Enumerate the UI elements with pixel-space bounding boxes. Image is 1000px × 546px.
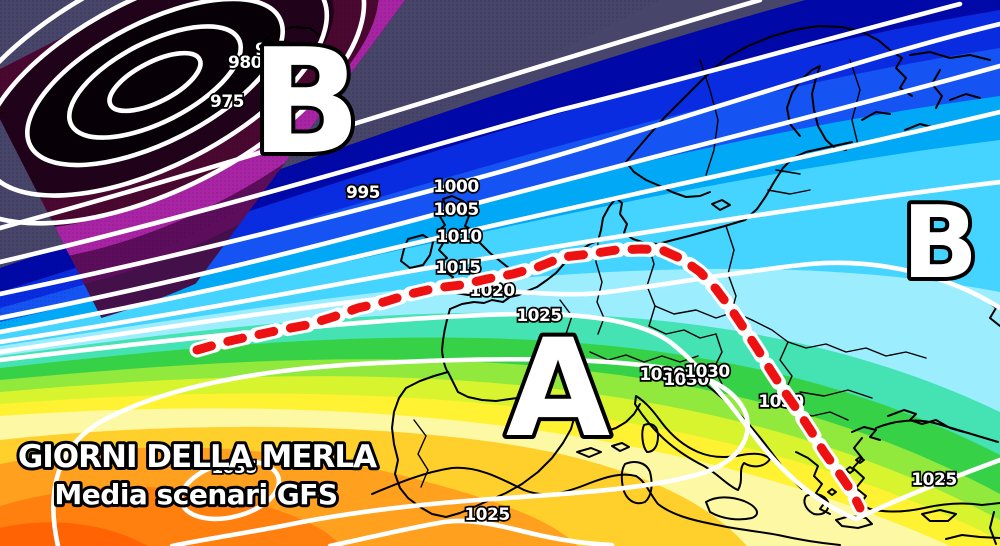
coast-sicily bbox=[705, 496, 759, 521]
isobar-label: 1035 bbox=[211, 458, 256, 478]
high-pressure-letter: A bbox=[506, 310, 610, 467]
isobar-label: 1000 bbox=[433, 177, 479, 197]
pressure-centers: B A B bbox=[247, 14, 982, 471]
isobar-990 bbox=[0, 0, 763, 231]
isobar-1015 bbox=[0, 179, 1000, 345]
isobar-1035-ring bbox=[178, 458, 282, 522]
coast-turkey-south bbox=[869, 502, 1000, 545]
caption-subtitle: Media scenari GFS bbox=[54, 478, 337, 511]
coast-north-africa bbox=[371, 466, 841, 546]
caption-title: GIORNI DELLA MERLA bbox=[18, 439, 377, 475]
coast-france-med bbox=[572, 403, 641, 433]
low-pressure-letter-nw: B bbox=[251, 18, 362, 187]
isobar-label: 1025 bbox=[464, 505, 509, 525]
isobar-label: 1025 bbox=[911, 470, 956, 490]
isobar-labels: 975 980 985 995 1000 1005 1010 1015 1020… bbox=[208, 38, 959, 526]
coast-baltic-islands bbox=[711, 199, 731, 211]
isobar-label: 1015 bbox=[435, 258, 480, 278]
low-pressure-letter-e: B bbox=[902, 184, 978, 301]
front-line bbox=[189, 241, 868, 516]
isobar-995 bbox=[0, 1, 963, 265]
coast-russia-lakes bbox=[861, 51, 1000, 327]
isobar-1025-north bbox=[0, 311, 1000, 522]
coast-mainland-nw bbox=[449, 141, 853, 310]
isobar-label: 1030 bbox=[684, 362, 730, 382]
coast-balearics bbox=[576, 442, 630, 458]
isobar-label: 1010 bbox=[436, 227, 482, 247]
coast-ireland bbox=[400, 234, 434, 269]
isobar-1000 bbox=[0, 21, 1000, 297]
isobar-label: 995 bbox=[346, 183, 380, 203]
coast-italy bbox=[634, 395, 771, 491]
low-isobar-rings bbox=[0, 0, 367, 226]
isobar-label: 1005 bbox=[433, 200, 478, 220]
isobar-label: 975 bbox=[210, 92, 244, 112]
isobar-1010 bbox=[0, 109, 1000, 335]
front-line-dashes bbox=[192, 244, 865, 513]
coast-kola bbox=[889, 49, 913, 97]
isobar-label: 1025 bbox=[516, 306, 561, 326]
isobar-label: 980 bbox=[228, 53, 263, 73]
coast-france-west bbox=[441, 308, 451, 373]
isobar-1025-south bbox=[327, 518, 615, 546]
isobar-label: 1030 bbox=[639, 365, 685, 385]
isobar-1020 bbox=[0, 260, 1000, 355]
coast-sardinia bbox=[620, 461, 653, 505]
coast-black-sea bbox=[851, 409, 999, 443]
isobar-label: 985 bbox=[255, 40, 289, 60]
isobar-label: 1030 bbox=[663, 370, 709, 390]
coast-corsica bbox=[641, 423, 659, 453]
isobar-1005 bbox=[0, 63, 1000, 321]
isobar-1030-loop bbox=[51, 356, 750, 546]
coast-gulf-bothnia bbox=[786, 65, 847, 151]
coastlines bbox=[251, 25, 1000, 546]
map-caption: GIORNI DELLA MERLA Media scenari GFS bbox=[15, 436, 381, 514]
